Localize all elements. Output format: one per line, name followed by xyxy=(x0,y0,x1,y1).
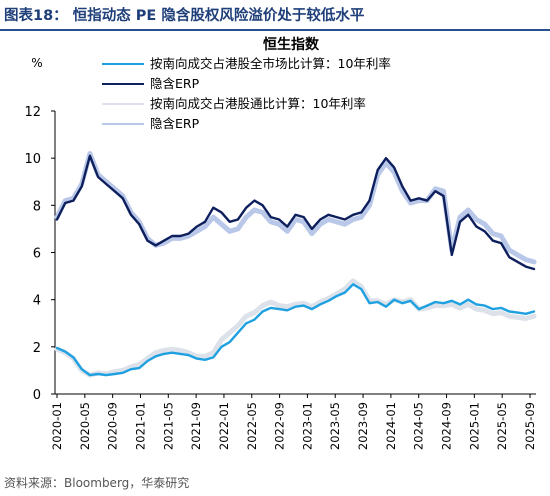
series-line-3 xyxy=(54,278,537,378)
x-tick-label: 2021-09 xyxy=(189,402,203,450)
legend-item-4: 隐含ERP xyxy=(102,116,200,131)
x-tick-label: 2020-05 xyxy=(78,402,92,450)
x-tick-label: 2025-09 xyxy=(523,402,537,450)
y-tick-label: 12 xyxy=(24,105,41,120)
legend-label-3: 按南向成交占港股通比计算：10年利率 xyxy=(150,96,366,111)
legend-item-1: 按南向成交占港股全市场比计算：10年利率 xyxy=(102,56,391,71)
legend-item-3: 按南向成交占港股通比计算：10年利率 xyxy=(102,96,366,111)
x-tick-label: 2021-01 xyxy=(133,402,147,450)
y-tick-label: 6 xyxy=(33,247,41,262)
chart-title: 恒生指数 xyxy=(263,36,320,53)
legend-item-2: 隐含ERP xyxy=(102,76,200,91)
y-axis-label: % xyxy=(31,56,42,70)
x-tick-label: 2024-01 xyxy=(384,402,398,450)
y-tick-label: 0 xyxy=(33,388,41,403)
title-rule xyxy=(0,29,550,31)
x-tick-label: 2021-05 xyxy=(161,402,175,450)
y-tick-label: 2 xyxy=(33,341,41,356)
y-tick-label: 10 xyxy=(24,152,41,167)
series-layer xyxy=(54,151,537,378)
x-tick-label: 2024-05 xyxy=(412,402,426,450)
x-tick-label: 2022-05 xyxy=(245,402,259,450)
legend-label-4: 隐含ERP xyxy=(150,116,200,131)
legend-label-1: 按南向成交占港股全市场比计算：10年利率 xyxy=(150,56,391,71)
x-tick-label: 2020-01 xyxy=(50,402,64,450)
x-axis: 2020-01 2020-05 2020-09 2021-01 2021-05 2021-… xyxy=(50,393,537,450)
figure-title: 图表18： 恒指动态 PE 隐含股权风险溢价处于较低水平 xyxy=(4,8,365,24)
series-line-1 xyxy=(55,283,536,377)
y-tick-label: 8 xyxy=(33,199,41,214)
x-tick-label: 2022-09 xyxy=(273,402,287,450)
x-tick-label: 2023-05 xyxy=(328,402,342,450)
x-tick-label: 2023-09 xyxy=(356,402,370,450)
y-tick-label: 4 xyxy=(33,294,41,309)
legend: 按南向成交占港股全市场比计算：10年利率 隐含ERP 按南向成交占港股通比计算：… xyxy=(102,56,391,131)
x-tick-label: 2023-01 xyxy=(300,402,314,450)
legend-label-2: 隐含ERP xyxy=(150,76,200,91)
series-line-2 xyxy=(55,154,536,271)
x-tick-label: 2022-01 xyxy=(217,402,231,450)
chart: 恒生指数 % 按南向成交占港股全市场比计算：10年利率 隐含ERP 按南向成交占… xyxy=(24,36,537,450)
x-tick-label: 2025-01 xyxy=(467,402,481,450)
source-note: 资料来源：Bloomberg，华泰研究 xyxy=(4,476,190,490)
x-tick-label: 2025-05 xyxy=(495,402,509,450)
x-tick-label: 2020-09 xyxy=(106,402,120,450)
x-tick-label: 2024-09 xyxy=(440,402,454,450)
y-axis: 0 2 4 6 8 10 12 xyxy=(24,105,56,403)
